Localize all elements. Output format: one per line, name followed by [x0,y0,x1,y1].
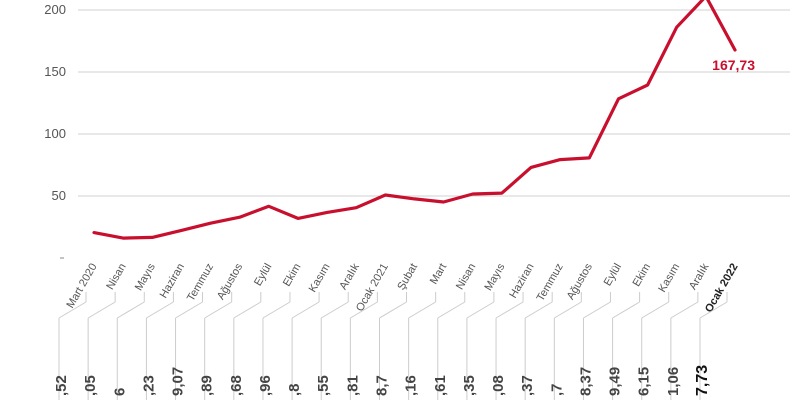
strip-divider [58,301,87,319]
strip-value-label: ,37 [519,375,536,396]
strip-value-label: 8,37 [577,367,594,396]
strip-value-label: ,05 [82,375,99,396]
strip-value-label: ,61 [432,375,449,396]
x-tick-label: Aralık [687,261,712,292]
x-tick-label: Şubat [395,262,420,293]
strip-divider [320,301,349,319]
strip-divider [87,301,116,319]
strip-divider [117,301,145,319]
strip-divider [699,301,728,319]
x-tick-label: Nisan [104,262,128,292]
strip-divider [554,301,582,319]
strip-divider [379,301,407,319]
strip-value-label: 6,15 [636,367,653,396]
x-tick-label: Mart [428,262,449,287]
x-tick-label: Temmuz [185,262,216,304]
strip-value-label: ,23 [140,375,157,396]
strip-value-label: ,55 [315,375,332,396]
y-tick-label: 100 [44,126,66,141]
strip-divider [262,301,291,319]
strip-value-label: 1,06 [665,367,682,396]
strip-value-label: 8,7 [374,375,391,396]
strip-divider [175,301,203,319]
x-tick-label: Mart 2020 [64,262,99,311]
x-tick-label: Kasım [656,262,682,295]
strip-divider [437,301,466,319]
strip-divider [204,301,232,319]
strip-divider [670,301,699,319]
value-strip: ,52 ,05 6 ,23 9,07 ,89 ,68 ,96 ,8 ,55 ,81 8,7 ,16 ,61… [53,292,728,400]
strip-value-label: 9,07 [170,367,187,396]
strip-value-label: ,16 [403,375,420,396]
x-tick-label: Mayıs [482,261,507,293]
strip-value-label: 6 [111,388,128,396]
strip-value-label: ,68 [228,375,245,396]
x-tick-label: Ekim [631,262,654,289]
strip-divider [291,301,320,319]
y-tick-label: 200 [44,2,66,17]
x-tick-label: Kasım [307,262,333,295]
x-tick-label: Ekim [281,262,304,289]
strip-value-label: 9,49 [607,367,624,396]
strip-value-label: ,52 [53,375,70,396]
strip-divider [495,301,524,319]
x-tick-label: Haziran [507,262,536,301]
strip-value-label: ,81 [344,375,361,396]
series: 167,73 [92,0,755,240]
gridlines [78,9,790,197]
x-tick-label: Ağustos [565,261,596,302]
strip-divider [146,301,174,319]
y-axis: 50 100 150 200 [44,2,66,259]
x-tick-label: Eylül [252,262,274,289]
end-value-label: 167,73 [712,57,755,73]
strip-divider [408,301,436,319]
strip-value-label: ,8 [286,383,303,396]
strip-divider [466,301,495,319]
x-tick-label: Haziran [158,262,187,301]
strip-divider [612,301,640,319]
x-tick-label: Eylül [602,262,624,289]
y-tick-label: 50 [52,188,66,203]
strip-value-label: ,96 [257,375,274,396]
series-line [92,0,737,240]
strip-value-label: ,7 [548,383,565,396]
y-tick-label: 150 [44,64,66,79]
x-tick-label: Ağustos [215,261,246,302]
strip-value-label: ,08 [490,375,507,396]
strip-divider [233,301,262,319]
strip-value-label: ,89 [199,375,216,396]
x-tick-label: Temmuz [535,262,566,304]
strip-divider [350,301,378,319]
strip-value-label: ,35 [461,375,478,396]
strip-value-label: 7,73 [694,365,711,396]
x-tick-label: Nisan [454,262,478,292]
x-tick-label: Mayıs [133,261,158,293]
strip-divider [583,301,611,319]
x-tick-label: Aralık [337,261,362,292]
strip-divider [641,301,669,319]
strip-divider [524,301,553,319]
